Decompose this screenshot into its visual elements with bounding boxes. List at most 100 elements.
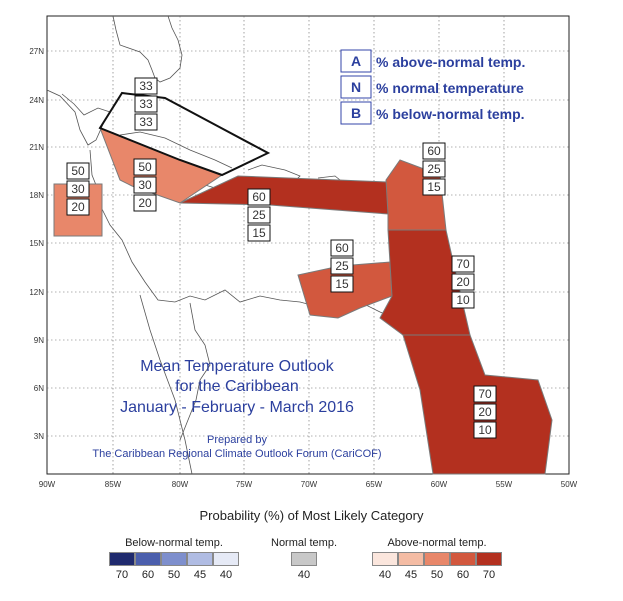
prob-above: 60 <box>252 190 266 204</box>
legend-below-swatches <box>109 552 239 566</box>
lat-label: 27N <box>29 47 44 56</box>
lon-label: 60W <box>431 480 448 489</box>
organization: The Caribbean Regional Climate Outlook F… <box>92 448 381 460</box>
legend-above-ticks: 40 45 50 60 70 <box>372 569 502 581</box>
prob-normal: 25 <box>335 259 349 273</box>
legend-tick-label: 40 <box>219 569 233 581</box>
prob-above: 60 <box>335 241 349 255</box>
prob-below: 10 <box>456 293 470 307</box>
legend-below-title: Below-normal temp. <box>125 537 223 549</box>
prob-above: 70 <box>478 387 492 401</box>
legend-normal: Normal temp. 40 <box>271 537 337 581</box>
lon-label: 50W <box>561 480 578 489</box>
prepared-by: Prepared by <box>207 434 267 446</box>
key-letter-n: N <box>351 79 361 95</box>
title-line-2: for the Caribbean <box>175 378 299 395</box>
prob-stack-bahamas: 33 33 33 <box>134 77 158 131</box>
prob-above: 70 <box>456 257 470 271</box>
prob-below: 15 <box>335 277 349 291</box>
legend-swatch <box>109 552 135 566</box>
legend-tick-label: 70 <box>115 569 129 581</box>
lon-label: 85W <box>105 480 122 489</box>
title-line-3: January - February - March 2016 <box>120 399 354 416</box>
legend-normal-ticks: 40 <box>271 569 337 581</box>
prob-below: 15 <box>252 226 266 240</box>
legend-tick-label: 70 <box>482 569 496 581</box>
prob-stack-belize: 50 30 20 <box>66 162 90 216</box>
prob-below: 10 <box>478 423 492 437</box>
legend-swatch <box>450 552 476 566</box>
lat-label: 21N <box>29 143 44 152</box>
prob-normal: 33 <box>139 97 153 111</box>
key-letter-b: B <box>351 105 361 121</box>
lat-label: 24N <box>29 96 44 105</box>
prob-above: 50 <box>71 164 85 178</box>
key-text-b: % below-normal temp. <box>376 106 525 122</box>
lat-label: 3N <box>34 432 44 441</box>
lat-label: 18N <box>29 191 44 200</box>
lon-label: 70W <box>301 480 318 489</box>
legend-swatch <box>372 552 398 566</box>
legend-above-title: Above-normal temp. <box>387 537 487 549</box>
title-line-1: Mean Temperature Outlook <box>140 358 335 375</box>
legend-tick-label: 60 <box>456 569 470 581</box>
legend-tick-label: 40 <box>378 569 392 581</box>
lat-label: 15N <box>29 239 44 248</box>
prob-normal: 30 <box>138 178 152 192</box>
prob-below: 20 <box>71 200 85 214</box>
legend-swatch <box>135 552 161 566</box>
lat-label: 6N <box>34 384 44 393</box>
prob-normal: 30 <box>71 182 85 196</box>
prob-stack-windward-islands: 70 20 10 <box>451 255 475 309</box>
category-key: A % above-normal temp. N % normal temper… <box>340 49 525 125</box>
lon-label: 90W <box>39 480 56 489</box>
key-text-n: % normal temperature <box>376 80 524 96</box>
legend-tick-label: 40 <box>297 569 311 581</box>
legend-tick-label: 45 <box>193 569 207 581</box>
prob-below: 33 <box>139 115 153 129</box>
legend-tick-label: 60 <box>141 569 155 581</box>
prob-normal: 20 <box>456 275 470 289</box>
lat-label: 12N <box>29 288 44 297</box>
legend-swatch <box>291 552 318 566</box>
legend-below-normal: Below-normal temp. 70 60 50 45 40 <box>109 537 239 581</box>
legend-tick-label: 50 <box>167 569 181 581</box>
region-bahamas <box>98 91 271 177</box>
legend-swatch <box>161 552 187 566</box>
prob-stack-greater-antilles: 60 25 15 <box>247 188 271 242</box>
legend-swatch <box>424 552 450 566</box>
lon-label: 65W <box>366 480 383 489</box>
prob-above: 50 <box>138 160 152 174</box>
lon-label: 55W <box>496 480 513 489</box>
legend-swatch <box>213 552 239 566</box>
prob-above: 60 <box>427 144 441 158</box>
prob-normal: 20 <box>478 405 492 419</box>
legend-above-normal: Above-normal temp. 40 45 50 60 70 <box>372 537 502 581</box>
lon-label: 75W <box>236 480 253 489</box>
legend-swatch <box>187 552 213 566</box>
prob-stack-abc-islands: 60 25 15 <box>330 239 354 293</box>
prob-stack-guianas: 70 20 10 <box>473 385 497 439</box>
legend-normal-title: Normal temp. <box>271 537 338 549</box>
lat-label: 9N <box>34 336 44 345</box>
key-letter-a: A <box>351 53 361 69</box>
prob-above: 33 <box>139 79 153 93</box>
outlook-map: 33 33 33 50 30 20 50 30 20 60 25 15 60 2… <box>29 15 578 489</box>
longitude-labels: 90W 85W 80W 75W 70W 65W 60W 55W 50W <box>39 480 578 489</box>
prob-stack-cuba-cayman-jamaica: 50 30 20 <box>133 158 157 212</box>
lon-label: 80W <box>172 480 189 489</box>
legend-title: Probability (%) of Most Likely Category <box>199 508 424 523</box>
legend-tick-label: 45 <box>404 569 418 581</box>
prob-normal: 25 <box>252 208 266 222</box>
legend-tick-label: 50 <box>430 569 444 581</box>
probability-boxes: 33 33 33 50 30 20 50 30 20 60 25 15 60 2… <box>66 77 497 439</box>
legend-below-ticks: 70 60 50 45 40 <box>109 569 239 581</box>
key-text-a: % above-normal temp. <box>376 54 525 70</box>
map-title: Mean Temperature Outlook for the Caribbe… <box>92 358 381 460</box>
legend-swatch <box>476 552 502 566</box>
prob-normal: 25 <box>427 162 441 176</box>
prob-stack-leeward-islands: 60 25 15 <box>422 142 446 196</box>
legend-normal-swatches <box>271 552 337 566</box>
prob-below: 15 <box>427 180 441 194</box>
legend-above-swatches <box>372 552 502 566</box>
